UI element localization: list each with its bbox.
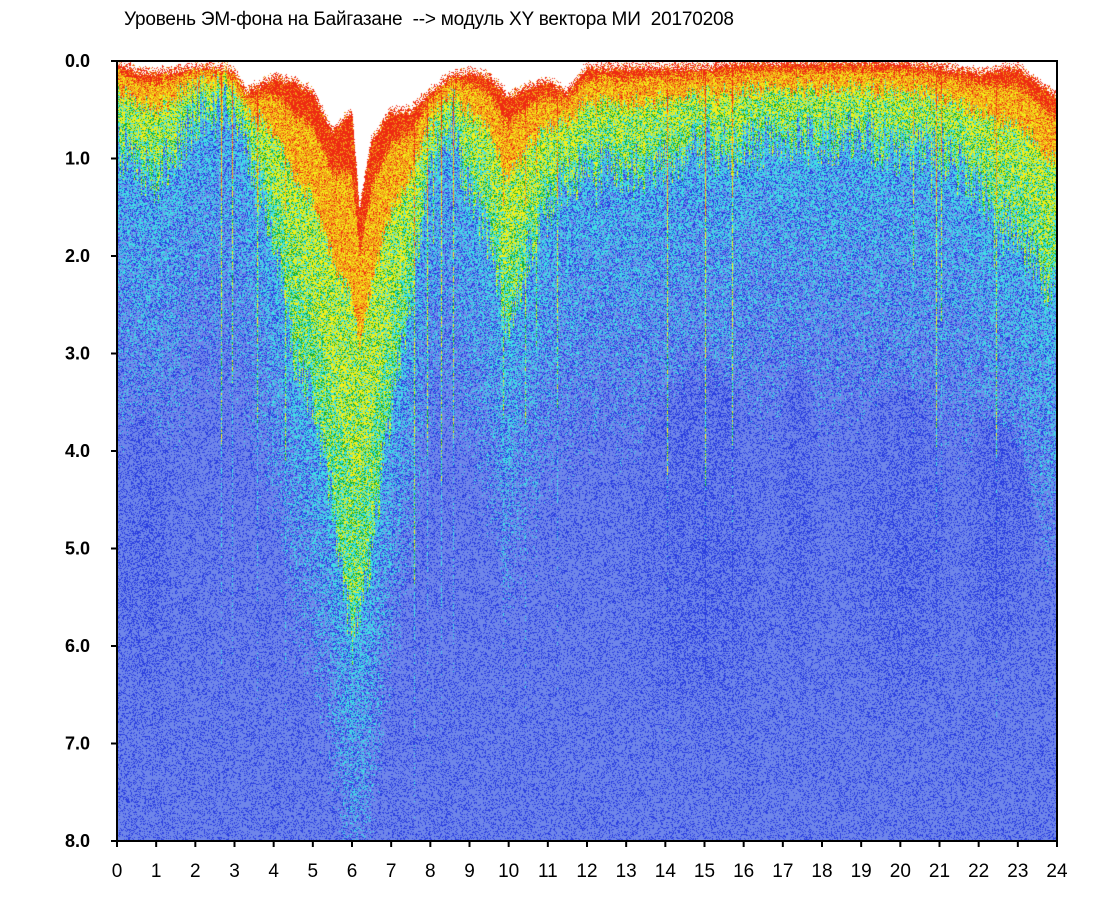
y-tick-label: 1.0 — [65, 149, 90, 169]
y-tick-label: 2.0 — [65, 246, 90, 266]
x-tick-label: 2 — [190, 861, 201, 882]
x-tick-label: 8 — [425, 861, 436, 882]
y-tick-label: 0.0 — [65, 51, 90, 71]
y-tick-label: 4.0 — [65, 441, 90, 461]
x-tick-label: 20 — [890, 861, 911, 882]
heatmap-area — [117, 61, 1057, 841]
chart-title: Уровень ЭМ-фона на Байгазане --> модуль … — [124, 9, 734, 30]
x-tick-label: 5 — [308, 861, 319, 882]
x-tick-label: 3 — [229, 861, 240, 882]
x-tick-label: 18 — [811, 861, 832, 882]
y-tick-label: 7.0 — [65, 734, 90, 754]
heatmap-image — [117, 61, 1057, 841]
x-tick-label: 12 — [576, 861, 597, 882]
y-tick-label: 6.0 — [65, 636, 90, 656]
y-tick-label: 8.0 — [65, 831, 90, 851]
y-axis: 0.0 1.0 2.0 3.0 4.0 5.0 6.0 7.0 8.0 — [65, 51, 117, 851]
x-tick-label: 22 — [968, 861, 989, 882]
x-tick-label: 10 — [498, 861, 519, 882]
y-tick-label: 3.0 — [65, 344, 90, 364]
x-tick-label: 24 — [1046, 861, 1068, 882]
x-tick-label: 13 — [616, 861, 637, 882]
x-axis: 0 1 2 3 4 5 6 7 8 9 10 11 12 13 14 15 16 17 18 19 20 21 22 23 24 — [112, 841, 1068, 882]
x-tick-label: 9 — [464, 861, 475, 882]
x-tick-label: 4 — [268, 861, 279, 882]
y-tick-label: 5.0 — [65, 539, 90, 559]
x-tick-label: 15 — [694, 861, 715, 882]
x-tick-label: 17 — [772, 861, 793, 882]
x-tick-label: 7 — [386, 861, 397, 882]
x-tick-label: 14 — [655, 861, 677, 882]
x-tick-label: 11 — [538, 861, 558, 882]
x-tick-label: 1 — [151, 861, 162, 882]
x-tick-label: 23 — [1007, 861, 1028, 882]
x-tick-label: 19 — [851, 861, 872, 882]
x-tick-label: 16 — [733, 861, 754, 882]
x-tick-label: 0 — [112, 861, 123, 882]
x-tick-label: 6 — [347, 861, 358, 882]
x-tick-label: 21 — [929, 861, 950, 882]
